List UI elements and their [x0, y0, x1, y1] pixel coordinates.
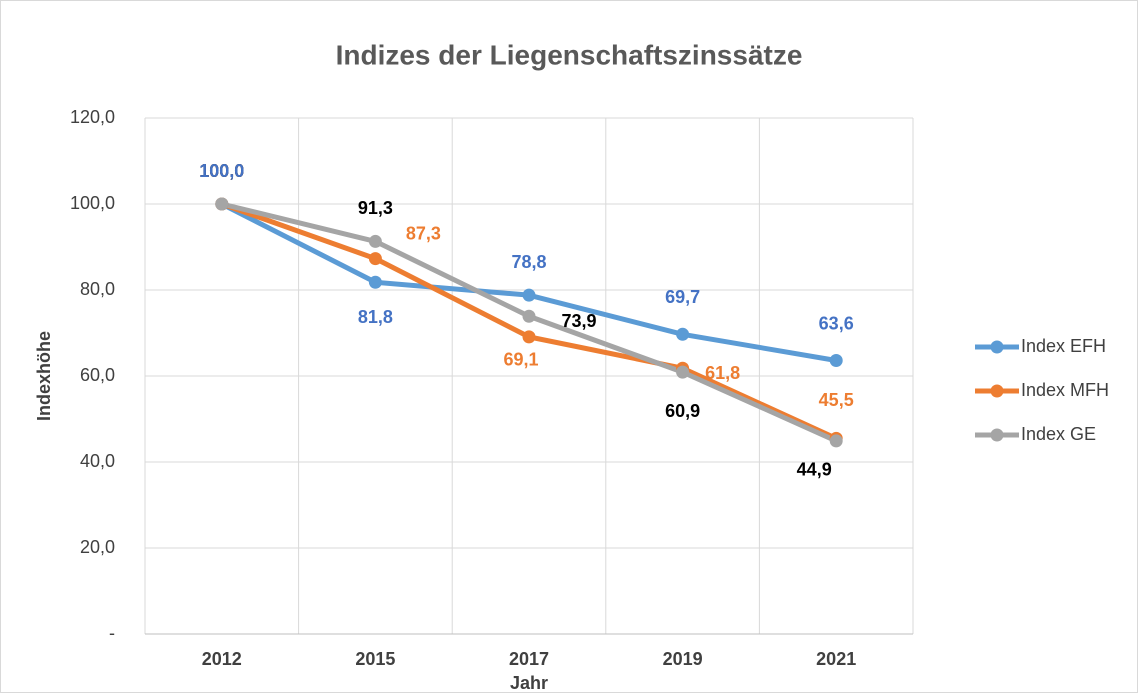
legend-marker — [990, 384, 1004, 398]
y-tick-label: 80,0 — [80, 279, 115, 299]
legend-label: Index EFH — [1021, 336, 1106, 356]
data-label: 63,6 — [819, 313, 854, 333]
y-tick-label: 20,0 — [80, 537, 115, 557]
data-label: 100,0 — [199, 161, 244, 181]
x-tick-label: 2021 — [816, 649, 856, 669]
data-point — [829, 434, 843, 448]
x-tick-label: 2017 — [509, 649, 549, 669]
legend-marker — [990, 340, 1004, 354]
data-point — [676, 365, 690, 379]
y-tick-label: 100,0 — [70, 193, 115, 213]
data-point — [368, 252, 382, 266]
data-point — [368, 234, 382, 248]
legend-label: Index GE — [1021, 424, 1096, 444]
data-label: 69,7 — [665, 287, 700, 307]
data-label: 73,9 — [561, 311, 596, 331]
data-point — [522, 330, 536, 344]
y-tick-label: 120,0 — [70, 107, 115, 127]
chart-title: Indizes der Liegenschaftszinssätze — [336, 39, 803, 70]
data-label: 91,3 — [358, 198, 393, 218]
y-tick-label: 40,0 — [80, 451, 115, 471]
data-point — [829, 354, 843, 368]
data-label: 100,0 — [199, 161, 244, 181]
data-label: 61,8 — [705, 363, 740, 383]
x-tick-label: 2015 — [355, 649, 395, 669]
data-point — [368, 275, 382, 289]
data-label: 44,9 — [797, 460, 832, 480]
data-label: 81,8 — [358, 307, 393, 327]
data-label: 45,5 — [819, 390, 854, 410]
y-axis-label: Indexhöhe — [34, 331, 54, 421]
x-axis-label: Jahr — [510, 673, 548, 693]
data-point — [676, 327, 690, 341]
data-point — [215, 197, 229, 211]
data-point — [522, 309, 536, 323]
y-tick-label: - — [109, 623, 115, 643]
legend-label: Index MFH — [1021, 380, 1109, 400]
legend-marker — [990, 428, 1004, 442]
data-point — [522, 288, 536, 302]
x-tick-label: 2012 — [202, 649, 242, 669]
x-tick-label: 2019 — [663, 649, 703, 669]
y-tick-label: 60,0 — [80, 365, 115, 385]
data-label: 60,9 — [665, 401, 700, 421]
data-label: 69,1 — [503, 350, 538, 370]
data-label: 78,8 — [511, 252, 546, 272]
data-label: 87,3 — [406, 223, 441, 243]
data-label: 100,0 — [199, 161, 244, 181]
